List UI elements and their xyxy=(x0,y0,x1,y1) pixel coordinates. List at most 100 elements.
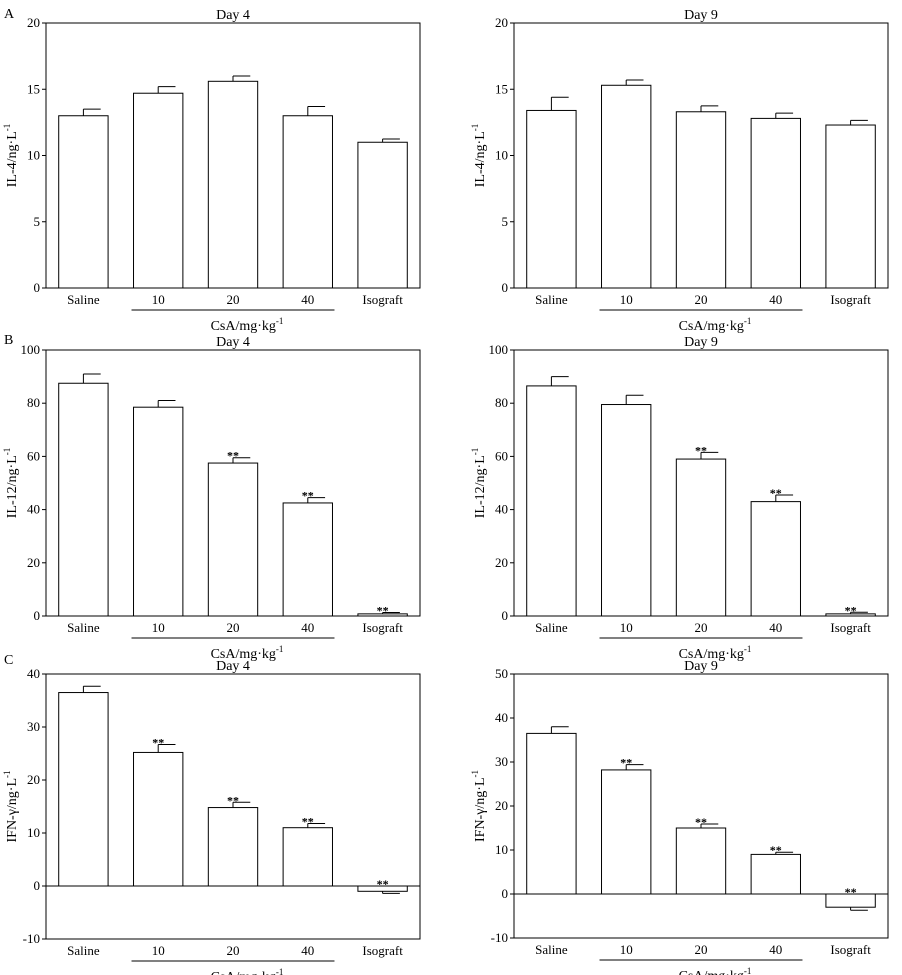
x-category-label: 10 xyxy=(152,943,165,958)
x-axis-label-exponent: -1 xyxy=(744,316,752,326)
x-category-label: 10 xyxy=(620,942,633,957)
y-axis-label: IL-4/ng·L-1 xyxy=(470,124,488,187)
significance-marker: ** xyxy=(695,443,707,457)
bar-saline xyxy=(58,692,109,887)
y-tick-label: 10 xyxy=(27,148,40,163)
y-tick-label: 80 xyxy=(495,395,508,410)
significance-marker: ** xyxy=(302,814,314,828)
y-tick-label: 20 xyxy=(495,555,508,570)
panel-label-c: C xyxy=(4,653,13,668)
y-tick-label: 10 xyxy=(495,842,508,857)
bar-10 xyxy=(133,406,184,617)
chart-6: Day 9 -10 0 10 20 30 40 50 Saline ** 10 ** 20 ** 40 ** I… xyxy=(470,659,889,975)
y-tick-label: 0 xyxy=(34,608,41,623)
x-axis-label: CsA/mg·kg-1 xyxy=(211,644,284,662)
x-category-label: Saline xyxy=(535,620,568,635)
chart-title: Day 9 xyxy=(684,659,718,674)
y-axis-label: IL-12/ng·L-1 xyxy=(2,448,20,518)
chart-title: Day 9 xyxy=(684,8,718,23)
y-axis-label-exponent: -1 xyxy=(2,770,12,778)
significance-marker: ** xyxy=(377,604,389,618)
x-category-label: 20 xyxy=(227,292,240,307)
y-tick-label: 15 xyxy=(495,81,508,96)
y-axis-label: IL-12/ng·L-1 xyxy=(470,448,488,518)
y-tick-label: 10 xyxy=(495,148,508,163)
y-tick-label: 80 xyxy=(27,395,40,410)
y-tick-label: 20 xyxy=(27,555,40,570)
panel-label-a: A xyxy=(4,7,15,22)
bar-10 xyxy=(601,769,652,895)
bar-20 xyxy=(207,462,259,617)
y-tick-label: 40 xyxy=(27,502,40,517)
bar-10 xyxy=(133,92,184,289)
x-category-label: 40 xyxy=(301,292,314,307)
bar-saline xyxy=(526,109,577,289)
x-category-label: Isograft xyxy=(362,292,403,307)
x-category-label: 20 xyxy=(227,943,240,958)
bar-40 xyxy=(750,117,801,289)
x-axis-label-exponent: -1 xyxy=(744,966,752,975)
y-tick-label: 5 xyxy=(502,214,509,229)
x-category-label: Saline xyxy=(67,292,100,307)
y-axis-label-exponent: -1 xyxy=(2,124,12,132)
y-tick-label: 40 xyxy=(495,710,508,725)
y-tick-label: 15 xyxy=(27,81,40,96)
y-tick-label: 20 xyxy=(495,15,508,30)
bar-40 xyxy=(750,501,801,617)
x-category-label: 40 xyxy=(769,942,782,957)
chart-3: Day 4 0 20 40 60 80 100 Saline 10 ** 20 ** 40 ** Isogr… xyxy=(2,335,421,662)
bar-40 xyxy=(282,827,333,887)
bar-40 xyxy=(282,115,333,289)
y-axis-label: IFN-γ/ng·L-1 xyxy=(470,770,488,842)
y-axis-label-exponent: -1 xyxy=(470,770,480,778)
y-axis-label-exponent: -1 xyxy=(470,448,480,456)
x-axis-label: CsA/mg·kg-1 xyxy=(679,316,752,334)
significance-marker: ** xyxy=(302,489,314,503)
y-axis-label: IFN-γ/ng·L-1 xyxy=(2,770,20,842)
y-tick-label: 0 xyxy=(34,280,41,295)
bar-saline xyxy=(526,732,577,895)
significance-marker: ** xyxy=(377,877,389,891)
x-category-label: Isograft xyxy=(362,620,403,635)
y-axis-label: IL-4/ng·L-1 xyxy=(2,124,20,187)
y-tick-label: -10 xyxy=(491,930,508,945)
y-tick-label: 10 xyxy=(27,825,40,840)
bar-20 xyxy=(675,458,727,617)
y-axis-label-exponent: -1 xyxy=(2,448,12,456)
bar-20 xyxy=(675,827,727,895)
significance-marker: ** xyxy=(227,793,239,807)
x-category-label: 10 xyxy=(152,292,165,307)
x-category-label: Saline xyxy=(535,942,568,957)
chart-5: Day 4 -10 0 10 20 30 40 Saline ** 10 ** 20 ** 40 ** Iso… xyxy=(2,659,421,975)
x-category-label: 10 xyxy=(620,620,633,635)
y-tick-label: 0 xyxy=(502,886,509,901)
significance-marker: ** xyxy=(845,603,857,617)
x-category-label: Saline xyxy=(67,943,100,958)
significance-marker: ** xyxy=(152,735,164,749)
x-category-label: 40 xyxy=(769,292,782,307)
chart-title: Day 9 xyxy=(684,335,718,350)
x-axis-label: CsA/mg·kg-1 xyxy=(679,644,752,662)
y-tick-label: 60 xyxy=(495,448,508,463)
x-category-label: 10 xyxy=(620,292,633,307)
bar-40 xyxy=(282,502,333,617)
bar-10 xyxy=(133,751,184,887)
y-tick-label: 20 xyxy=(495,798,508,813)
y-tick-label: 40 xyxy=(495,502,508,517)
y-tick-label: 0 xyxy=(502,280,509,295)
bar-isograft xyxy=(357,141,408,289)
bar-20 xyxy=(207,80,259,289)
bar-10 xyxy=(601,84,652,289)
y-axis-label-exponent: -1 xyxy=(470,124,480,132)
y-tick-label: 20 xyxy=(27,772,40,787)
y-tick-label: 0 xyxy=(34,878,41,893)
bar-40 xyxy=(750,853,801,895)
y-tick-label: -10 xyxy=(23,931,40,946)
significance-marker: ** xyxy=(770,843,782,857)
significance-marker: ** xyxy=(770,486,782,500)
bar-saline xyxy=(526,385,577,617)
x-category-label: 20 xyxy=(695,942,708,957)
y-tick-label: 20 xyxy=(27,15,40,30)
x-category-label: Saline xyxy=(535,292,568,307)
